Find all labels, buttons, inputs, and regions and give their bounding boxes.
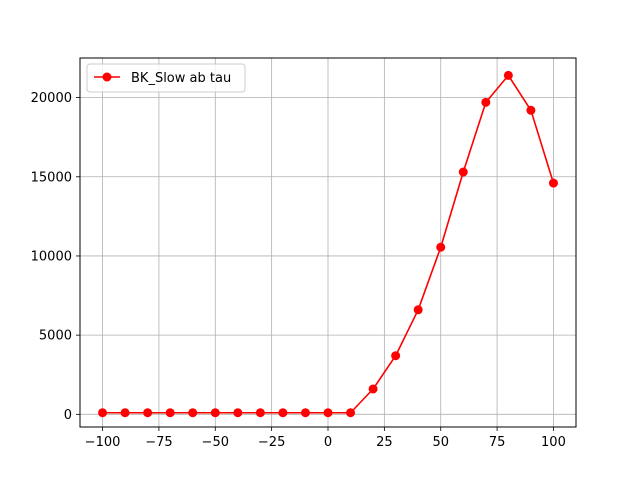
data-point <box>548 178 558 188</box>
series-layer <box>98 70 558 418</box>
y-tick-label: 10000 <box>31 249 72 264</box>
legend-marker-swatch <box>102 72 112 82</box>
x-tick-label: −100 <box>85 435 121 450</box>
data-point <box>165 408 175 418</box>
x-tick-label: 25 <box>376 435 393 450</box>
legend-box <box>86 63 246 93</box>
x-tick-label: 75 <box>489 435 506 450</box>
data-point <box>233 408 243 418</box>
data-point <box>436 242 446 252</box>
y-tick-label: 20000 <box>31 91 72 106</box>
legend: BK_Slow ab tau <box>86 63 246 93</box>
x-tick-label: 100 <box>541 435 566 450</box>
x-tick-label: 50 <box>432 435 449 450</box>
legend-label: BK_Slow ab tau <box>131 71 231 86</box>
data-point <box>255 408 265 418</box>
y-tick-label: 5000 <box>39 329 72 344</box>
x-tick-label: −25 <box>258 435 285 450</box>
data-point <box>503 70 513 80</box>
data-point <box>346 408 356 418</box>
data-point <box>323 408 333 418</box>
data-point <box>368 384 378 394</box>
axis-ticks: −100 −75 −50 −25 0 25 50 75 100 0 5000 10000 15000 20… <box>31 91 566 450</box>
data-point <box>526 105 536 115</box>
data-point <box>481 97 491 107</box>
data-point <box>188 408 198 418</box>
data-point <box>458 167 468 177</box>
data-point <box>98 408 108 418</box>
data-point <box>120 408 130 418</box>
data-point <box>391 351 401 361</box>
x-tick-label: −75 <box>145 435 172 450</box>
data-point <box>143 408 153 418</box>
data-point <box>300 408 310 418</box>
x-tick-label: −50 <box>202 435 229 450</box>
y-tick-label: 0 <box>64 408 72 423</box>
data-point <box>413 305 423 315</box>
data-point <box>278 408 288 418</box>
y-tick-label: 15000 <box>31 170 72 185</box>
data-point <box>210 408 220 418</box>
x-tick-label: 0 <box>324 435 332 450</box>
